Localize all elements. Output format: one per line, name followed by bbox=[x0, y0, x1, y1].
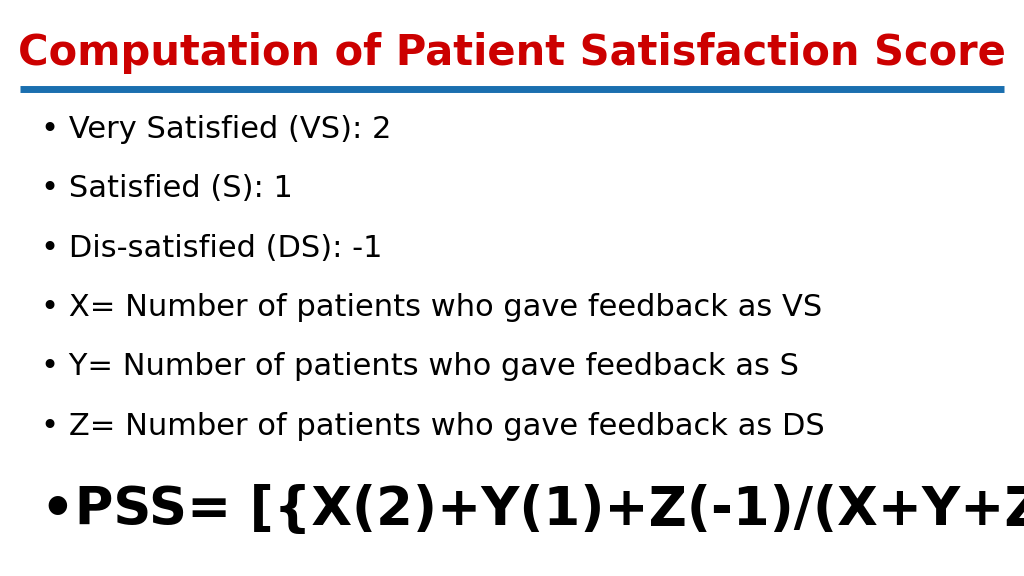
Text: • Dis-satisfied (DS): -1: • Dis-satisfied (DS): -1 bbox=[41, 234, 382, 263]
Text: Computation of Patient Satisfaction Score: Computation of Patient Satisfaction Scor… bbox=[18, 32, 1006, 74]
Text: • Very Satisfied (VS): 2: • Very Satisfied (VS): 2 bbox=[41, 115, 391, 144]
Text: •PSS= [{X(2)+Y(1)+Z(-1)/(X+Y+Z)}*100}+100]/3: •PSS= [{X(2)+Y(1)+Z(-1)/(X+Y+Z)}*100}+10… bbox=[41, 484, 1024, 536]
Text: • Satisfied (S): 1: • Satisfied (S): 1 bbox=[41, 175, 293, 203]
Text: • Z= Number of patients who gave feedback as DS: • Z= Number of patients who gave feedbac… bbox=[41, 412, 824, 441]
Text: • X= Number of patients who gave feedback as VS: • X= Number of patients who gave feedbac… bbox=[41, 293, 822, 322]
Text: • Y= Number of patients who gave feedback as S: • Y= Number of patients who gave feedbac… bbox=[41, 353, 799, 381]
